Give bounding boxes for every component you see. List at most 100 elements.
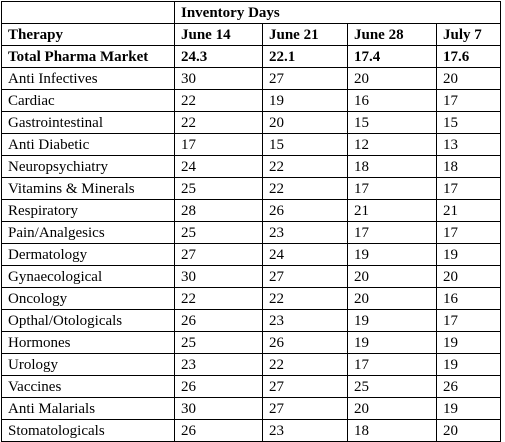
group-header-cell: Inventory Days — [174, 1, 501, 24]
inventory-value-cell: 27 — [262, 375, 348, 398]
table-row: Hormones 25 26 19 19 — [1, 331, 501, 354]
total-row-value: 17.6 — [436, 45, 501, 68]
therapy-name-cell: Urology — [1, 353, 175, 376]
column-header-july-7: July 7 — [436, 23, 501, 46]
inventory-value-cell: 22 — [174, 111, 263, 134]
therapy-name-cell: Neuropsychiatry — [1, 155, 175, 178]
inventory-value-cell: 22 — [174, 89, 263, 112]
inventory-value-cell: 22 — [262, 155, 348, 178]
column-header-row: Therapy June 14 June 21 June 28 July 7 — [1, 23, 501, 46]
inventory-value-cell: 26 — [174, 309, 263, 332]
inventory-value-cell: 19 — [262, 89, 348, 112]
inventory-value-cell: 18 — [347, 155, 437, 178]
inventory-value-cell: 21 — [436, 199, 501, 222]
table-row: Oncology 22 22 20 16 — [1, 287, 501, 310]
inventory-value-cell: 26 — [174, 375, 263, 398]
group-header-row: Inventory Days — [1, 1, 501, 24]
table-row: Dermatology 27 24 19 19 — [1, 243, 501, 266]
table-row: Neuropsychiatry 24 22 18 18 — [1, 155, 501, 178]
therapy-name-cell: Stomatologicals — [1, 419, 175, 442]
inventory-value-cell: 27 — [262, 397, 348, 420]
inventory-value-cell: 24 — [174, 155, 263, 178]
inventory-value-cell: 27 — [174, 243, 263, 266]
inventory-value-cell: 23 — [262, 419, 348, 442]
inventory-value-cell: 17 — [347, 353, 437, 376]
group-header-blank-cell — [1, 1, 175, 24]
inventory-value-cell: 17 — [436, 221, 501, 244]
column-header-therapy: Therapy — [1, 23, 175, 46]
inventory-value-cell: 13 — [436, 133, 501, 156]
table-row: Respiratory 28 26 21 21 — [1, 199, 501, 222]
inventory-value-cell: 20 — [436, 67, 501, 90]
inventory-value-cell: 16 — [436, 287, 501, 310]
inventory-value-cell: 17 — [436, 309, 501, 332]
therapy-name-cell: Gastrointestinal — [1, 111, 175, 134]
therapy-name-cell: Dermatology — [1, 243, 175, 266]
therapy-name-cell: Vitamins & Minerals — [1, 177, 175, 200]
therapy-name-cell: Gynaecological — [1, 265, 175, 288]
inventory-value-cell: 25 — [174, 331, 263, 354]
inventory-value-cell: 23 — [174, 353, 263, 376]
inventory-value-cell: 26 — [174, 419, 263, 442]
inventory-value-cell: 15 — [262, 133, 348, 156]
inventory-value-cell: 19 — [436, 397, 501, 420]
inventory-value-cell: 16 — [347, 89, 437, 112]
inventory-value-cell: 18 — [347, 419, 437, 442]
therapy-name-cell: Cardiac — [1, 89, 175, 112]
table-row: Opthal/Otologicals 26 23 19 17 — [1, 309, 501, 332]
inventory-value-cell: 21 — [347, 199, 437, 222]
inventory-value-cell: 19 — [347, 309, 437, 332]
inventory-value-cell: 15 — [436, 111, 501, 134]
total-row-label: Total Pharma Market — [1, 45, 175, 68]
inventory-value-cell: 25 — [174, 177, 263, 200]
inventory-value-cell: 18 — [436, 155, 501, 178]
inventory-value-cell: 20 — [436, 419, 501, 442]
inventory-value-cell: 22 — [262, 287, 348, 310]
total-row-value: 22.1 — [262, 45, 348, 68]
inventory-value-cell: 25 — [347, 375, 437, 398]
table-row: Cardiac 22 19 16 17 — [1, 89, 501, 112]
inventory-value-cell: 19 — [436, 353, 501, 376]
inventory-value-cell: 15 — [347, 111, 437, 134]
therapy-name-cell: Hormones — [1, 331, 175, 354]
inventory-value-cell: 30 — [174, 397, 263, 420]
inventory-value-cell: 25 — [174, 221, 263, 244]
inventory-value-cell: 28 — [174, 199, 263, 222]
inventory-value-cell: 19 — [436, 243, 501, 266]
table-row: Vaccines 26 27 25 26 — [1, 375, 501, 398]
therapy-name-cell: Opthal/Otologicals — [1, 309, 175, 332]
inventory-value-cell: 17 — [436, 89, 501, 112]
inventory-value-cell: 30 — [174, 265, 263, 288]
inventory-value-cell: 17 — [347, 177, 437, 200]
inventory-value-cell: 19 — [436, 331, 501, 354]
column-header-june-28: June 28 — [347, 23, 437, 46]
table-row: Gynaecological 30 27 20 20 — [1, 265, 501, 288]
therapy-name-cell: Vaccines — [1, 375, 175, 398]
column-header-june-14: June 14 — [174, 23, 263, 46]
inventory-value-cell: 27 — [262, 265, 348, 288]
therapy-name-cell: Pain/Analgesics — [1, 221, 175, 244]
therapy-name-cell: Anti Infectives — [1, 67, 175, 90]
inventory-value-cell: 20 — [347, 287, 437, 310]
inventory-value-cell: 24 — [262, 243, 348, 266]
inventory-value-cell: 22 — [262, 353, 348, 376]
inventory-value-cell: 20 — [347, 265, 437, 288]
therapy-name-cell: Anti Diabetic — [1, 133, 175, 156]
inventory-value-cell: 23 — [262, 221, 348, 244]
inventory-value-cell: 26 — [262, 331, 348, 354]
inventory-value-cell: 20 — [347, 67, 437, 90]
inventory-value-cell: 26 — [262, 199, 348, 222]
inventory-value-cell: 20 — [262, 111, 348, 134]
therapy-name-cell: Oncology — [1, 287, 175, 310]
therapy-name-cell: Anti Malarials — [1, 397, 175, 420]
inventory-value-cell: 27 — [262, 67, 348, 90]
table-row: Vitamins & Minerals 25 22 17 17 — [1, 177, 501, 200]
table-row: Stomatologicals 26 23 18 20 — [1, 419, 501, 442]
inventory-value-cell: 17 — [436, 177, 501, 200]
table-row: Anti Diabetic 17 15 12 13 — [1, 133, 501, 156]
total-row-value: 24.3 — [174, 45, 263, 68]
table-row: Anti Infectives 30 27 20 20 — [1, 67, 501, 90]
total-row: Total Pharma Market 24.3 22.1 17.4 17.6 — [1, 45, 501, 68]
